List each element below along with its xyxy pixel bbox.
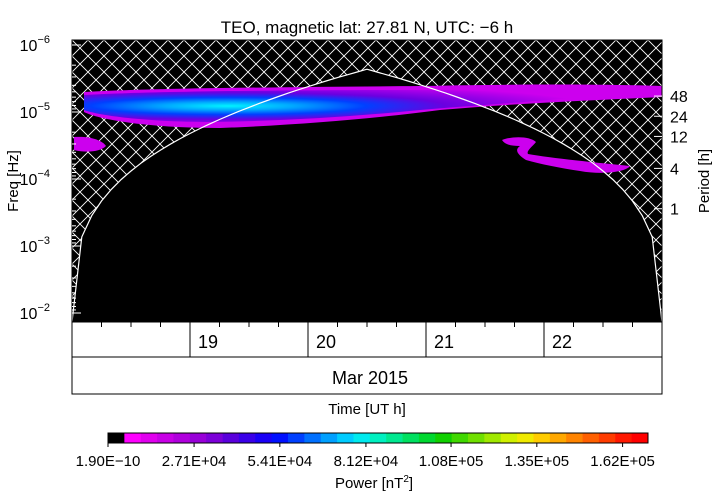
time-month-panel: [71, 356, 663, 395]
day-label: 20: [316, 332, 336, 352]
y-tick-exp: −6: [37, 34, 50, 46]
colorbar-swatch: [402, 433, 420, 443]
colorbar-tick-label: 1.35E+05: [504, 453, 569, 470]
y-tick-label: 10−6: [20, 34, 50, 55]
colorbar-swatch: [238, 433, 256, 443]
colorbar-swatch: [353, 433, 371, 443]
colorbar-swatch: [566, 433, 583, 443]
right-axis: 48 24 12 4 1: [654, 89, 688, 219]
colorbar-swatch: [288, 433, 305, 443]
y2-axis-label: Period [h]: [696, 149, 713, 213]
colorbar-swatch: [124, 433, 142, 443]
colorbar-label: Power [nT2]: [335, 474, 413, 492]
colorbar-swatch: [337, 433, 354, 443]
colorbar-swatch: [255, 433, 273, 443]
day-label: 19: [198, 332, 218, 352]
colorbar-ticks: 1.90E−10 2.71E+04 5.41E+04 8.12E+04 1.08E+05…: [76, 443, 655, 470]
left-axis: 10−610−510−410−310−2: [20, 34, 81, 323]
colorbar-frame: [107, 432, 649, 444]
day-label: 22: [552, 332, 572, 352]
colorbar-swatch: [631, 433, 649, 443]
colorbar-swatch: [320, 433, 338, 443]
colorbar-tick-label: 8.12E+04: [334, 453, 399, 470]
colorbar-swatch: [500, 433, 518, 443]
colorbar-label-sup: 2: [403, 474, 409, 485]
colorbar-swatch: [418, 433, 436, 443]
colorbar-swatch: [615, 433, 633, 443]
y-tick-base: 10: [20, 239, 38, 256]
colorbar-tick-label: 5.41E+04: [248, 453, 313, 470]
y-tick-base: 10: [20, 38, 38, 55]
colorbar-swatch: [549, 433, 567, 443]
colorbar-swatch: [108, 433, 125, 443]
month-label: Mar 2015: [332, 368, 408, 388]
y-tick-base: 10: [20, 172, 38, 189]
y-tick-exp: −3: [37, 235, 50, 247]
y-tick-base: 10: [20, 105, 38, 122]
colorbar-swatch: [157, 433, 174, 443]
y-tick-base: 10: [20, 306, 38, 323]
colorbar-swatch: [369, 433, 387, 443]
period-tick-label: 1: [670, 202, 679, 219]
colorbar-swatch: [582, 433, 600, 443]
day-label: 21: [434, 332, 454, 352]
colorbar-swatch: [189, 433, 207, 443]
colorbar-swatch: [271, 433, 289, 443]
y-tick-label: 10−4: [20, 168, 50, 189]
coi-curve: [72, 68, 662, 322]
colorbar-swatch: [533, 433, 551, 443]
colorbar-label-text: Power [nT: [335, 475, 403, 492]
colorbar: [108, 433, 649, 443]
y-tick-exp: −5: [37, 101, 50, 113]
y-tick-exp: −2: [37, 302, 50, 314]
period-tick-label: 12: [670, 129, 688, 146]
colorbar-swatch: [173, 433, 191, 443]
colorbar-label-end: ]: [409, 475, 413, 492]
period-tick-label: 4: [670, 161, 679, 178]
power-features: [74, 84, 662, 173]
colorbar-swatch: [517, 433, 534, 443]
colorbar-swatch: [435, 433, 453, 443]
y-tick-label: 10−5: [20, 101, 50, 122]
colorbar-swatch: [222, 433, 240, 443]
y-tick-exp: −4: [37, 168, 50, 180]
main-band-core: [84, 90, 600, 122]
time-day-panel: [71, 321, 663, 358]
colorbar-swatch: [386, 433, 403, 443]
colorbar-swatch: [598, 433, 616, 443]
colorbar-swatch: [206, 433, 223, 443]
x-axis-label: Time [UT h]: [328, 401, 406, 418]
colorbar-swatch: [468, 433, 485, 443]
period-tick-label: 48: [670, 89, 688, 106]
secondary-band: [502, 137, 630, 173]
y-tick-label: 10−2: [20, 302, 50, 323]
time-axis: 19 20 21 22: [101, 322, 633, 357]
colorbar-tick-label: 1.90E−10: [76, 453, 141, 470]
chart-title: TEO, magnetic lat: 27.81 N, UTC: −6 h: [221, 18, 513, 37]
colorbar-swatch: [304, 433, 322, 443]
colorbar-tick-label: 1.08E+05: [419, 453, 484, 470]
period-tick-label: 24: [670, 109, 688, 126]
low-tail: [74, 136, 106, 152]
plot-area: [72, 40, 662, 322]
colorbar-swatch: [484, 433, 502, 443]
colorbar-swatch: [140, 433, 158, 443]
y-tick-label: 10−3: [20, 235, 50, 256]
colorbar-swatch: [451, 433, 469, 443]
colorbar-tick-label: 2.71E+04: [162, 453, 227, 470]
y-axis-label: Freq [Hz]: [5, 150, 22, 212]
colorbar-tick-label: 1.62E+05: [590, 453, 655, 470]
